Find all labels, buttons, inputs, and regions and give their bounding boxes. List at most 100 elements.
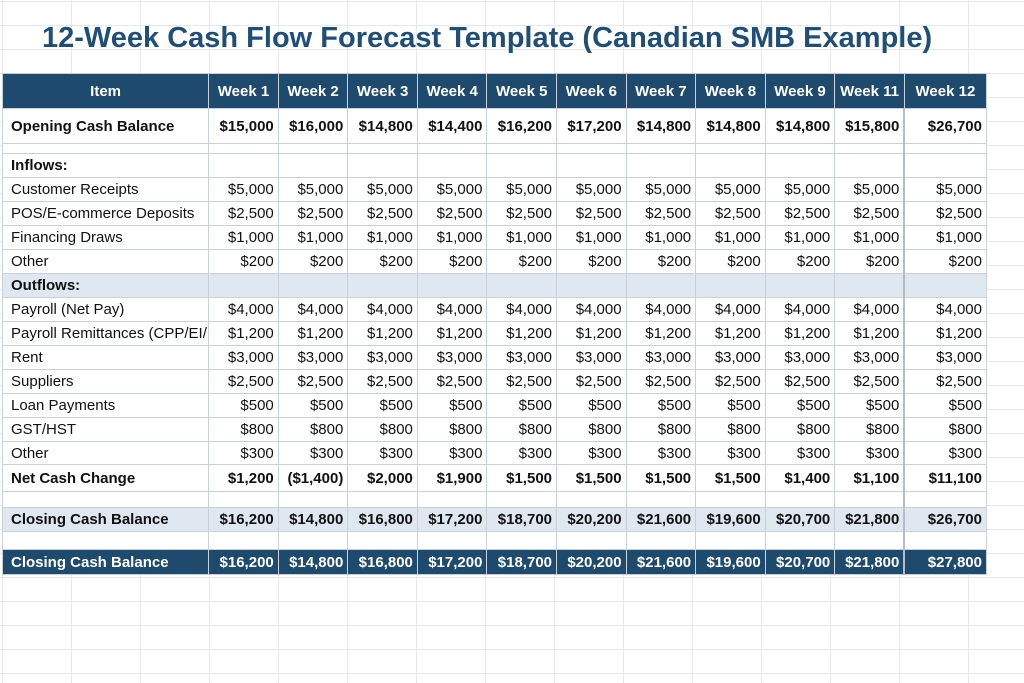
value-cell: $500 — [416, 393, 488, 418]
value-cell: $500 — [277, 393, 349, 418]
value-cell: $200 — [695, 249, 766, 274]
empty-cell — [556, 153, 627, 178]
table-row: Other $300 $300 $300 $300 $300 $300 $300 $300 $30… — [1, 441, 988, 465]
value-cell: $4,000 — [208, 297, 279, 322]
value-cell: $2,500 — [208, 369, 279, 394]
value-cell: $200 — [486, 249, 558, 274]
value-cell: $500 — [556, 393, 627, 418]
empty-cell — [834, 531, 905, 550]
empty-cell — [903, 531, 988, 550]
value-cell: $26,700 — [903, 108, 988, 144]
column-header: Week 8 — [695, 73, 766, 109]
value-cell: $1,000 — [625, 225, 697, 250]
header-row: Item Week 1 Week 2 Week 3 Week 4 Week 5 Week 6… — [1, 73, 988, 109]
value-cell: $200 — [208, 249, 279, 274]
empty-cell — [556, 143, 627, 154]
value-cell: $1,000 — [556, 225, 627, 250]
empty-cell — [764, 273, 836, 298]
value-cell: $19,600 — [695, 507, 766, 532]
row-label: Closing Cash Balance — [1, 549, 210, 575]
value-cell: $500 — [764, 393, 836, 418]
row-label: Payroll (Net Pay) — [1, 297, 210, 322]
value-cell: $300 — [208, 441, 279, 465]
column-header: Week 11 — [834, 73, 905, 109]
column-header: Item — [1, 73, 210, 109]
value-cell: $200 — [416, 249, 488, 274]
spacer-row — [1, 491, 988, 508]
value-cell: $21,600 — [625, 507, 697, 532]
value-cell: $5,000 — [416, 177, 488, 202]
empty-cell — [416, 531, 488, 550]
forecast-table: Item Week 1 Week 2 Week 3 Week 4 Week 5 Week 6… — [1, 73, 988, 575]
empty-cell — [625, 491, 697, 508]
value-cell: $1,000 — [347, 225, 418, 250]
value-cell: $1,200 — [486, 321, 558, 346]
empty-cell — [416, 273, 488, 298]
value-cell: $500 — [347, 393, 418, 418]
value-cell: $1,000 — [903, 225, 988, 250]
value-cell: $800 — [625, 417, 697, 442]
spacer-row — [1, 143, 988, 154]
empty-cell — [695, 273, 766, 298]
table-row: Customer Receipts $5,000 $5,000 $5,000 $5,00… — [1, 177, 988, 202]
empty-cell — [903, 273, 988, 298]
value-cell: $1,200 — [903, 321, 988, 346]
table-row: Opening Cash Balance $15,000 $16,000 $14,80… — [1, 108, 988, 144]
value-cell: $1,000 — [834, 225, 905, 250]
value-cell: $2,500 — [903, 369, 988, 394]
empty-cell — [556, 531, 627, 550]
value-cell: $200 — [347, 249, 418, 274]
value-cell: $4,000 — [277, 297, 349, 322]
table-row: Rent $3,000 $3,000 $3,000 $3,000 $3,000 $3,000… — [1, 345, 988, 370]
table-row: Inflows: — [1, 153, 988, 178]
value-cell: $16,200 — [208, 507, 279, 532]
value-cell: $300 — [625, 441, 697, 465]
value-cell: $3,000 — [347, 345, 418, 370]
value-cell: $800 — [208, 417, 279, 442]
value-cell: $4,000 — [625, 297, 697, 322]
value-cell: $1,200 — [208, 321, 279, 346]
value-cell: $300 — [486, 441, 558, 465]
value-cell: $21,800 — [834, 507, 905, 532]
value-cell: $1,000 — [486, 225, 558, 250]
value-cell: $19,600 — [695, 549, 766, 575]
value-cell: $1,200 — [277, 321, 349, 346]
value-cell: $3,000 — [903, 345, 988, 370]
value-cell: $5,000 — [903, 177, 988, 202]
empty-cell — [1, 531, 210, 550]
value-cell: $2,500 — [486, 369, 558, 394]
value-cell: $500 — [834, 393, 905, 418]
row-label: Financing Draws — [1, 225, 210, 250]
value-cell: $4,000 — [764, 297, 836, 322]
value-cell: $20,700 — [764, 507, 836, 532]
empty-cell — [764, 491, 836, 508]
value-cell: $2,500 — [903, 201, 988, 226]
empty-cell — [208, 491, 279, 508]
table-row: Closing Cash Balance $16,200 $14,800 $16,80… — [1, 549, 988, 575]
value-cell: $1,500 — [625, 464, 697, 492]
value-cell: $1,200 — [625, 321, 697, 346]
table-row: Loan Payments $500 $500 $500 $500 $500 $500 $50… — [1, 393, 988, 418]
value-cell: $300 — [834, 441, 905, 465]
value-cell: $2,500 — [834, 369, 905, 394]
value-cell: $300 — [416, 441, 488, 465]
empty-cell — [625, 153, 697, 178]
empty-cell — [277, 273, 349, 298]
empty-cell — [416, 491, 488, 508]
empty-cell — [416, 143, 488, 154]
value-cell: $300 — [903, 441, 988, 465]
value-cell: $200 — [556, 249, 627, 274]
empty-cell — [903, 153, 988, 178]
value-cell: $3,000 — [277, 345, 349, 370]
value-cell: $200 — [764, 249, 836, 274]
value-cell: $1,100 — [834, 464, 905, 492]
value-cell: $11,100 — [903, 464, 988, 492]
empty-cell — [1, 143, 210, 154]
value-cell: $1,000 — [277, 225, 349, 250]
empty-cell — [695, 491, 766, 508]
value-cell: $2,500 — [625, 369, 697, 394]
value-cell: $3,000 — [764, 345, 836, 370]
value-cell: $1,200 — [416, 321, 488, 346]
column-header: Week 9 — [764, 73, 836, 109]
empty-cell — [277, 531, 349, 550]
